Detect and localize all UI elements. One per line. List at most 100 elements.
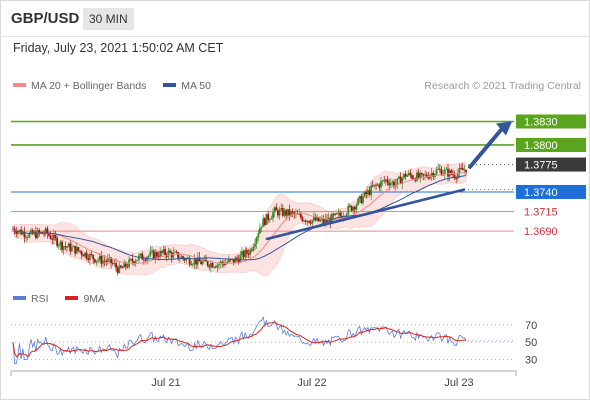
candle-body	[386, 179, 389, 183]
candle	[422, 173, 425, 181]
candle-body	[260, 226, 263, 229]
candle-body	[332, 214, 335, 216]
candle	[280, 203, 283, 212]
candle	[308, 220, 310, 224]
candle	[152, 249, 155, 260]
candle-body	[445, 168, 448, 170]
candle-body	[353, 207, 356, 210]
candle	[156, 250, 158, 258]
candle-body	[419, 172, 422, 178]
candle-body	[139, 253, 142, 256]
candle	[250, 247, 253, 253]
candle	[383, 175, 386, 184]
candle	[149, 246, 152, 258]
trend-lines	[265, 121, 512, 241]
candle-body	[213, 267, 216, 268]
candle	[389, 178, 392, 188]
candle-body	[411, 175, 413, 179]
candle-body	[347, 205, 350, 215]
resistance-level-1-3830-tag-bg	[516, 114, 586, 129]
candle-body	[268, 219, 271, 221]
candle-body	[159, 251, 162, 258]
candle	[291, 208, 294, 217]
candle-body	[416, 172, 418, 182]
candle-body	[93, 259, 96, 263]
candle-body	[463, 169, 466, 171]
candle	[412, 175, 415, 180]
candle	[363, 191, 366, 198]
candle-body	[417, 172, 420, 178]
candle-body	[465, 169, 467, 173]
candle	[260, 226, 263, 233]
candle	[242, 249, 245, 260]
candle-body	[241, 251, 243, 255]
candle-body	[352, 207, 355, 211]
candle-body	[182, 256, 184, 259]
candle	[453, 170, 456, 181]
candle	[252, 243, 255, 252]
candle-body	[200, 261, 202, 265]
pivot-level-1-3740-label: 1.3740	[524, 187, 558, 199]
candle	[277, 208, 279, 219]
candle-body	[64, 246, 67, 248]
candle-body	[286, 209, 289, 216]
chart-datetime: Friday, July 23, 2021 1:50:02 AM CET	[13, 41, 224, 55]
candle-body	[281, 208, 284, 216]
candle-body	[461, 168, 464, 171]
candle-body	[100, 255, 103, 264]
candle	[396, 178, 399, 189]
candle	[62, 245, 65, 256]
candle	[162, 245, 165, 255]
candle-body	[437, 168, 440, 170]
timeframe-button[interactable]: 30 MIN	[83, 8, 134, 30]
candle-body	[393, 181, 395, 187]
candle-body	[144, 260, 147, 261]
candle-body	[103, 260, 106, 262]
legend-item-rsi: RSI	[13, 293, 49, 305]
candle	[406, 173, 409, 177]
candle-body	[283, 210, 286, 216]
candle	[103, 255, 106, 267]
candle-body	[142, 259, 145, 261]
candle-body	[453, 174, 456, 179]
candle-body	[242, 251, 245, 258]
candle-body	[15, 231, 18, 234]
candle	[437, 163, 440, 170]
candle	[314, 213, 317, 222]
candle	[404, 170, 407, 180]
candle-body	[255, 237, 258, 244]
candle-body	[84, 252, 86, 257]
candle-body	[31, 230, 34, 235]
candle-body	[90, 253, 93, 255]
candle	[115, 258, 117, 272]
candle	[23, 226, 26, 243]
candle	[376, 182, 379, 187]
candle	[290, 210, 292, 218]
candle	[87, 254, 90, 263]
rsi-tick-50: 50	[525, 337, 537, 349]
candle-body	[221, 261, 224, 264]
candle-body	[129, 258, 132, 260]
candle	[79, 250, 81, 254]
candle	[378, 182, 381, 192]
legend-label-ma50: MA 50	[181, 80, 211, 92]
legend-swatch-bollinger	[13, 83, 26, 88]
candle	[265, 214, 268, 225]
candle-body	[185, 258, 188, 261]
candle-body	[106, 258, 109, 263]
candle-body	[38, 230, 41, 233]
candle-body	[48, 233, 50, 236]
candle-body	[452, 174, 454, 175]
candle	[353, 205, 356, 215]
candle-body	[77, 247, 80, 251]
resistance-level-1-3800-tag: 1.3800	[516, 137, 586, 152]
pivot-level-1-3740-tag: 1.3740	[516, 184, 586, 199]
candle-body	[422, 173, 425, 176]
candle-body	[208, 265, 211, 268]
candle	[56, 236, 59, 248]
candle	[335, 212, 338, 215]
candle	[80, 249, 83, 260]
candle	[221, 260, 224, 268]
candle	[121, 265, 124, 269]
candle-body	[389, 183, 392, 186]
